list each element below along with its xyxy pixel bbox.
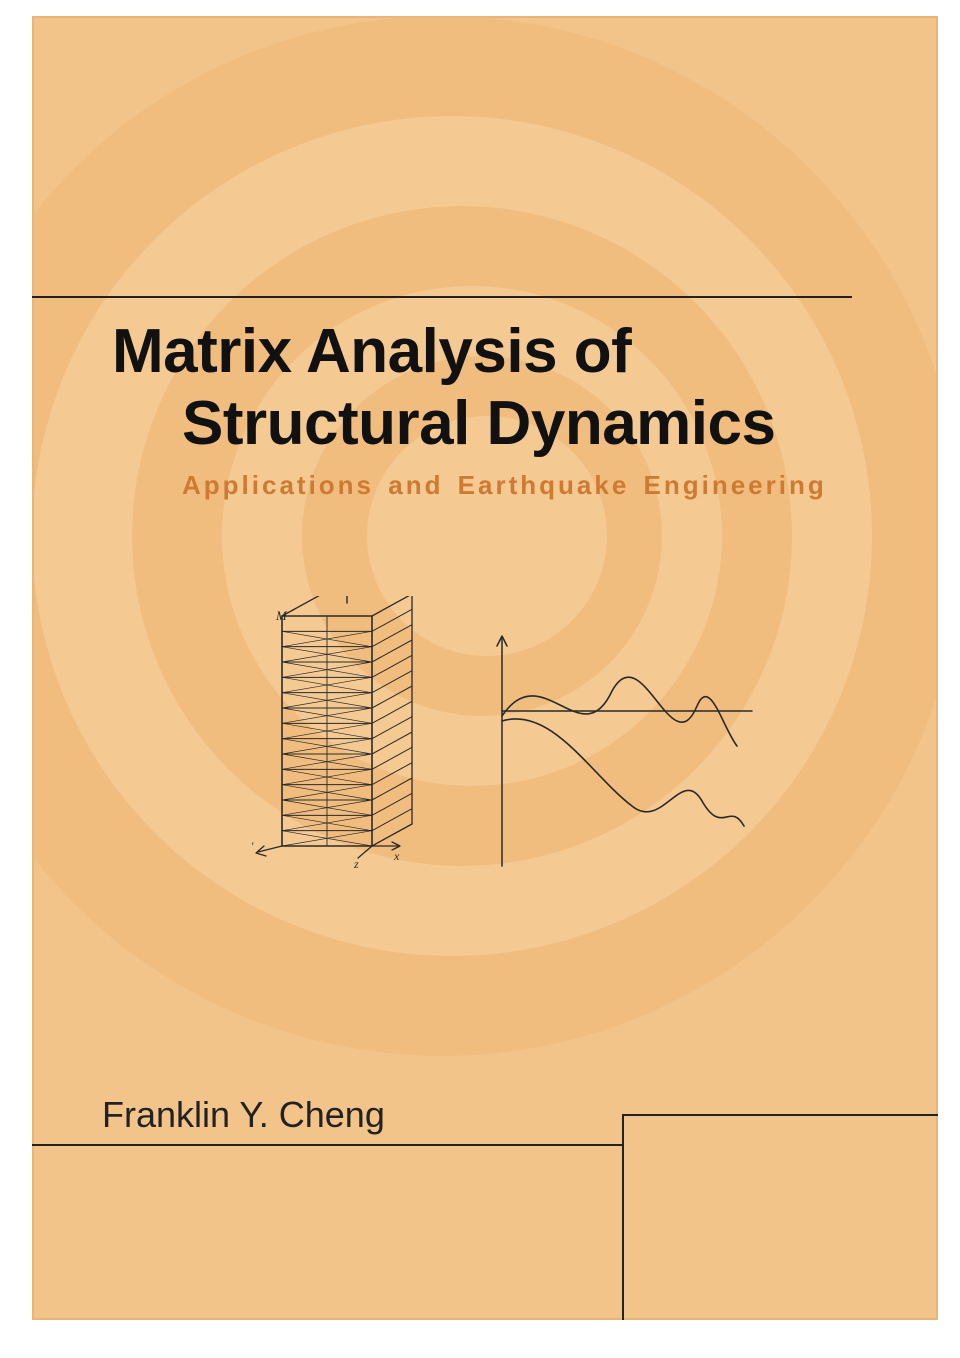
title-divider	[32, 296, 852, 298]
title-line-1: Matrix Analysis of	[112, 316, 631, 387]
subtitle: Applications and Earthquake Engineering	[182, 470, 827, 501]
cover-illustration: Mx y z	[252, 596, 772, 886]
author-divider-left	[32, 1144, 622, 1146]
title-line-2: Structural Dynamics	[182, 388, 776, 459]
svg-text:z: z	[353, 857, 359, 871]
svg-text:M: M	[275, 608, 288, 623]
svg-text:x: x	[393, 849, 400, 863]
author-step-box	[622, 1114, 938, 1320]
svg-text:y: y	[252, 837, 254, 851]
page: Matrix Analysis of Structural Dynamics A…	[0, 0, 960, 1358]
author-name: Franklin Y. Cheng	[102, 1094, 385, 1136]
book-cover: Matrix Analysis of Structural Dynamics A…	[32, 16, 938, 1320]
